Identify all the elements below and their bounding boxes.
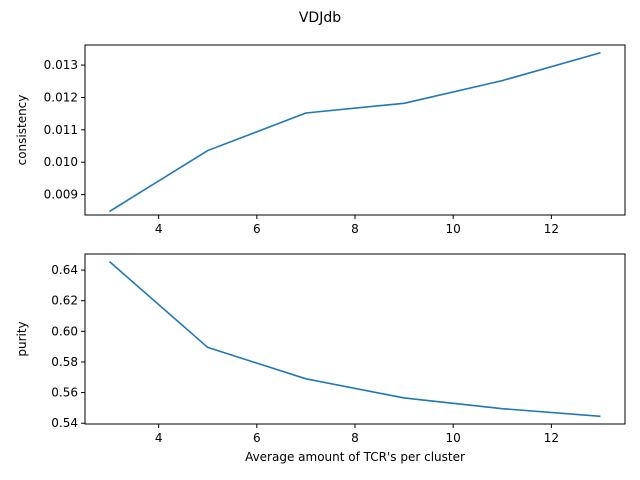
purity-plot-frame <box>84 253 626 425</box>
purity-x-label: Average amount of TCR's per cluster <box>245 450 465 464</box>
purity-x-tick-label: 8 <box>351 431 359 445</box>
consistency-plot-frame <box>84 44 626 216</box>
consistency-x-tick-label: 12 <box>544 222 559 236</box>
purity-x-axis: 4 6 8 10 12 <box>155 424 559 445</box>
purity-y-tick-label: 0.60 <box>51 324 78 338</box>
consistency-x-tick-label: 4 <box>155 222 163 236</box>
purity-y-tick-label: 0.56 <box>51 386 78 400</box>
purity-y-label: purity <box>15 321 29 356</box>
consistency-x-tick-label: 10 <box>446 222 461 236</box>
consistency-y-label: consistency <box>15 95 29 166</box>
consistency-y-tick-label: 0.009 <box>44 188 78 202</box>
purity-x-tick-label: 12 <box>544 431 559 445</box>
consistency-y-tick-label: 0.011 <box>44 123 78 137</box>
purity-y-tick-label: 0.58 <box>51 355 78 369</box>
purity-y-tick-label: 0.64 <box>51 263 78 277</box>
purity-y-tick-label: 0.54 <box>51 416 78 430</box>
figure-title: VDJdb <box>299 10 341 26</box>
consistency-x-tick-label: 6 <box>253 222 261 236</box>
consistency-y-tick-label: 0.010 <box>44 155 78 169</box>
consistency-y-tick-label: 0.012 <box>44 90 78 104</box>
purity-x-tick-label: 6 <box>253 431 261 445</box>
consistency-x-tick-label: 8 <box>351 222 359 236</box>
consistency-y-tick-label: 0.013 <box>44 58 78 72</box>
purity-series-line <box>109 261 601 418</box>
consistency-y-axis: 0.009 0.010 0.011 0.012 0.013 <box>44 58 85 202</box>
purity-y-axis: 0.54 0.56 0.58 0.60 0.62 0.64 <box>51 263 85 430</box>
consistency-x-axis: 4 6 8 10 12 <box>155 215 559 236</box>
purity-x-tick-label: 4 <box>155 431 163 445</box>
consistency-series-line <box>109 52 601 213</box>
consistency-panel: 4 6 8 10 12 0.009 0.010 0.011 0.012 0.013 consis… <box>15 44 626 236</box>
purity-x-tick-label: 10 <box>446 431 461 445</box>
purity-y-tick-label: 0.62 <box>51 294 78 308</box>
purity-panel: 4 6 8 10 12 0.540.560.580.600.620.64 purity … <box>15 253 626 464</box>
